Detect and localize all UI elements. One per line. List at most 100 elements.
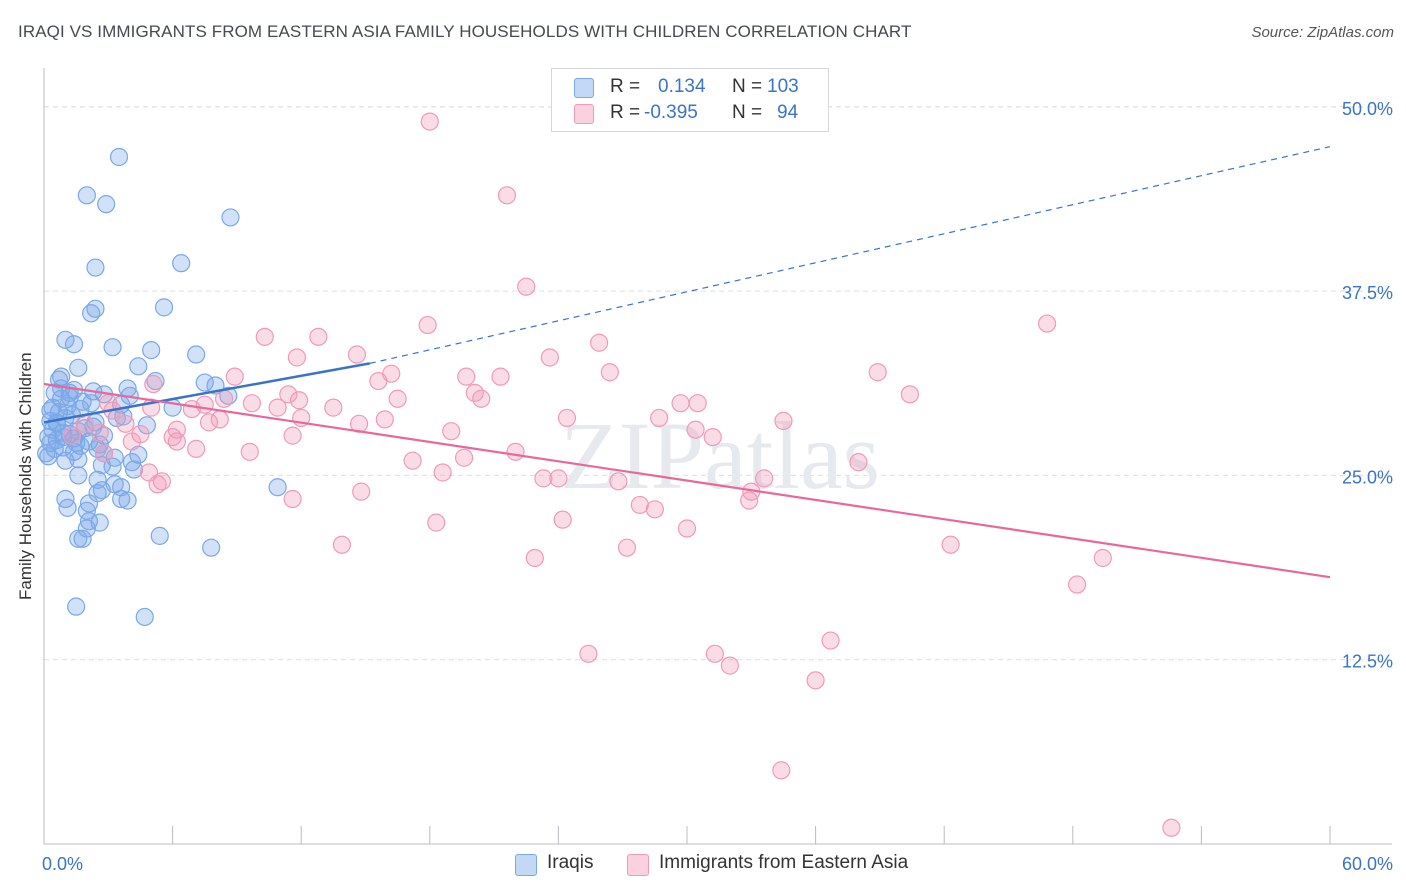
eastern-asia-point — [148, 475, 167, 494]
iraqis-point — [135, 607, 154, 627]
legend-n-label: N = — [732, 102, 763, 123]
bottom-legend-label: Iraqis — [547, 852, 594, 873]
legend-r-value: 0.134 — [658, 76, 706, 97]
iraqis-point — [37, 444, 56, 463]
correlation-legend: R = 0.134 N = 103 R = -0.395 N = 94 — [551, 68, 829, 132]
eastern-asia-point — [94, 444, 114, 463]
iraqis-point — [109, 147, 129, 167]
iraqis-point — [73, 529, 92, 548]
eastern-asia-point — [388, 389, 407, 408]
eastern-asia-point — [868, 363, 887, 382]
legend-swatch-pink — [574, 104, 594, 124]
eastern-asia-point — [705, 644, 724, 663]
eastern-asia-point — [1037, 314, 1057, 333]
eastern-asia-point — [720, 656, 739, 675]
iraqis-point — [172, 254, 191, 273]
eastern-asia-point — [774, 411, 793, 430]
eastern-asia-point — [214, 389, 234, 408]
legend-n-value: 94 — [777, 102, 799, 123]
eastern-asia-point — [420, 112, 439, 131]
eastern-asia-point — [645, 500, 664, 519]
eastern-asia-point — [442, 422, 461, 441]
eastern-asia-point — [75, 414, 94, 433]
eastern-asia-point — [324, 398, 343, 417]
eastern-asia-point — [600, 363, 619, 382]
eastern-asia-point — [579, 644, 598, 663]
eastern-asia-point — [375, 410, 394, 429]
source-label: Source: ZipAtlas.com — [1251, 24, 1394, 41]
iraqis-point — [67, 597, 86, 616]
eastern-asia-point — [1067, 575, 1087, 594]
eastern-asia-point — [772, 761, 791, 780]
eastern-asia-point — [347, 345, 367, 364]
iraqis-point — [154, 298, 174, 317]
eastern-asia-point — [549, 469, 568, 488]
eastern-asia-point — [650, 408, 669, 428]
eastern-asia-point — [255, 327, 274, 346]
legend-r-label: R = — [610, 102, 641, 123]
iraqis-point — [69, 529, 88, 548]
eastern-asia-point — [590, 333, 609, 352]
eastern-asia-point — [671, 394, 690, 413]
eastern-asia-point — [240, 442, 259, 461]
eastern-asia-point — [225, 367, 244, 386]
bottom-legend-label: Immigrants from Eastern Asia — [659, 852, 909, 873]
eastern-asia-point — [279, 385, 298, 404]
iraqis-point — [56, 330, 75, 349]
eastern-asia-point — [427, 513, 446, 532]
eastern-asia-point — [457, 367, 476, 386]
iraqis-point — [221, 208, 240, 227]
axes — [43, 68, 1392, 845]
eastern-asia-point — [433, 463, 452, 482]
eastern-asia-point — [199, 413, 219, 432]
iraqis-point — [103, 338, 122, 357]
eastern-asia-point — [677, 519, 697, 538]
grid-lines — [44, 106, 1392, 661]
eastern-asia-point — [506, 442, 525, 461]
trend-lines — [43, 146, 1331, 579]
iraqis-point — [112, 489, 131, 509]
iraqis-point — [56, 451, 75, 470]
eastern-asia-point — [609, 472, 628, 491]
bottom-legend-swatch-blue — [515, 854, 537, 876]
iraqis-point — [69, 358, 88, 377]
eastern-asia-point — [116, 414, 135, 433]
iraqis-point — [122, 453, 141, 472]
eastern-asia-point — [1162, 818, 1181, 837]
iraqis-point — [39, 447, 58, 466]
iraqis-point — [202, 538, 221, 557]
eastern-asia-point — [755, 469, 774, 488]
legend-swatch-blue — [574, 78, 594, 98]
iraqis-point — [43, 398, 62, 417]
iraqis-point — [64, 335, 84, 354]
eastern-asia-point — [122, 432, 141, 451]
legend-r-label: R = — [610, 76, 641, 97]
eastern-asia-point — [525, 548, 544, 568]
tick-labels: 12.5% 25.0% 37.5% 50.0% 0.0% 60.0% — [42, 99, 1393, 874]
eastern-asia-point — [62, 426, 81, 445]
eastern-asia-point — [454, 448, 474, 467]
iraqis-point — [69, 466, 88, 485]
y-tick-label: 25.0% — [1342, 467, 1393, 487]
x-tick-label: 60.0% — [1342, 854, 1393, 874]
iraqis-point — [77, 186, 96, 205]
iraqis-point — [118, 379, 137, 398]
eastern-asia-point — [287, 348, 307, 367]
iraqis-trend-extension — [369, 146, 1331, 364]
eastern-asia-point — [821, 631, 840, 650]
x-tick-label: 0.0% — [42, 854, 83, 874]
eastern-asia-trend-line — [43, 382, 1331, 579]
eastern-asia-point — [497, 186, 517, 205]
bottom-legend-swatch-pink — [627, 854, 649, 876]
eastern-asia-point — [268, 398, 287, 417]
eastern-asia-point — [703, 427, 722, 447]
eastern-asia-point — [941, 535, 960, 554]
eastern-asia-point — [242, 394, 262, 413]
eastern-asia-point — [849, 453, 868, 472]
iraqis-point — [103, 457, 122, 476]
iraqis-point — [73, 392, 92, 411]
chart-title: IRAQI VS IMMIGRANTS FROM EASTERN ASIA FA… — [18, 22, 912, 41]
eastern-asia-point — [369, 371, 388, 391]
eastern-asia-point — [187, 439, 206, 458]
